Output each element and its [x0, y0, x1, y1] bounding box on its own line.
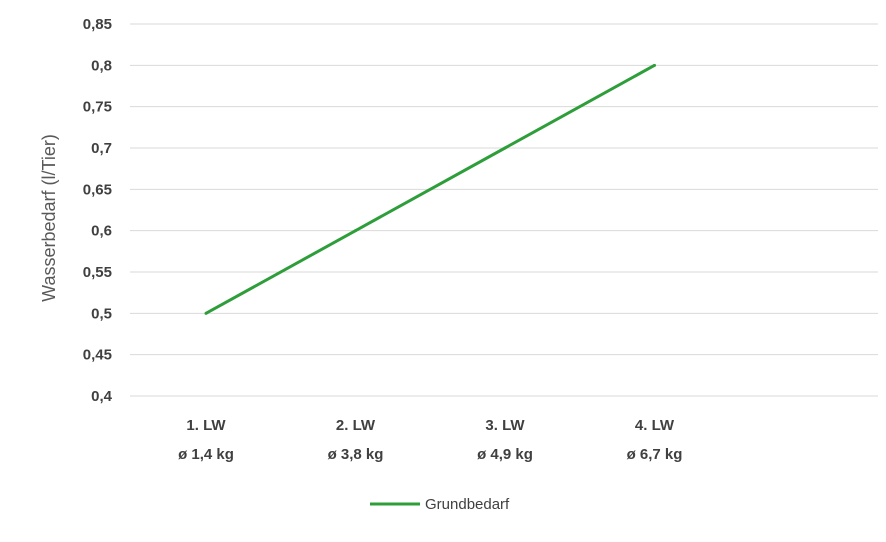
x-tick-label: 4. LW [635, 417, 675, 434]
data-point [503, 146, 507, 150]
x-tick-sublabel: ø 3,8 kg [328, 446, 384, 463]
legend: Grundbedarf [370, 496, 510, 513]
y-tick-label: 0,55 [83, 264, 112, 281]
y-tick-label: 0,4 [91, 388, 113, 405]
y-axis-ticks: 0,4 0,45 0,5 0,55 0,6 0,65 0,7 0,75 0,8 0,85 [83, 16, 113, 405]
y-tick-label: 0,85 [83, 16, 112, 33]
x-tick-label: 2. LW [336, 417, 376, 434]
x-tick-label: 3. LW [485, 417, 525, 434]
x-tick-label: 1. LW [186, 417, 226, 434]
series-line [205, 64, 656, 315]
x-axis-categories: 1. LW ø 1,4 kg 2. LW ø 3,8 kg 3. LW ø 4,9 kg 4… [178, 417, 682, 463]
y-tick-label: 0,6 [91, 223, 112, 240]
x-tick-sublabel: ø 1,4 kg [178, 446, 234, 463]
gridlines [130, 23, 878, 397]
y-tick-label: 0,8 [91, 57, 112, 74]
y-tick-label: 0,45 [83, 347, 112, 364]
data-point [354, 229, 357, 233]
x-tick-sublabel: ø 6,7 kg [627, 446, 683, 463]
series [204, 63, 656, 315]
y-tick-label: 0,75 [83, 99, 112, 116]
data-point [653, 63, 656, 67]
y-axis-title: Wasserbedarf (l/Tier) [39, 134, 59, 302]
y-tick-label: 0,7 [91, 140, 112, 157]
x-tick-sublabel: ø 4,9 kg [477, 446, 533, 463]
legend-label: Grundbedarf [425, 496, 510, 513]
y-tick-label: 0,5 [91, 305, 112, 322]
data-point [204, 311, 208, 315]
y-tick-label: 0,65 [83, 181, 112, 198]
